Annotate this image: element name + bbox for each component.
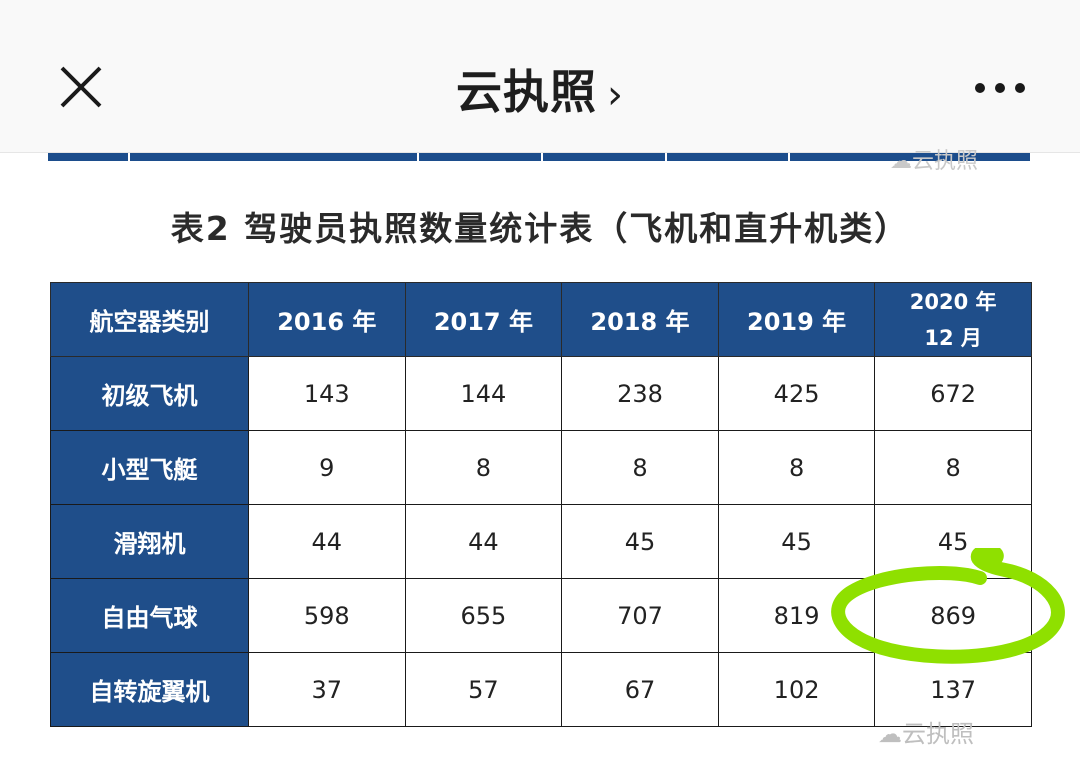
table-cell: 37 <box>248 652 406 727</box>
wechat-icon: ☁ <box>878 720 902 748</box>
table-cell: 102 <box>717 652 876 727</box>
table-cell: 9 <box>248 430 406 505</box>
license-stats-table: 航空器类别 2016 年 2017 年 2018 年 2019 年 2020 年… <box>50 282 1032 727</box>
header-category: 航空器类别 <box>50 282 249 357</box>
table-cell-highlighted: 869 <box>874 578 1032 653</box>
table-cell: 8 <box>404 430 563 505</box>
table-cell: 144 <box>404 356 563 431</box>
header-2016: 2016 年 <box>248 282 406 357</box>
table-row: 初级飞机 143 144 238 425 672 <box>50 356 1032 431</box>
table-cell: 8 <box>874 430 1032 505</box>
watermark-top: ☁云执照 <box>890 149 979 174</box>
table-row: 小型飞艇 9 8 8 8 8 <box>50 430 1032 505</box>
table-cell: 44 <box>248 504 406 579</box>
table-cell: 672 <box>874 356 1032 431</box>
table-cell: 707 <box>561 578 719 653</box>
header-2017: 2017 年 <box>404 282 563 357</box>
header-2019: 2019 年 <box>717 282 876 357</box>
top-nav-bar: 云执照 › <box>0 0 1080 153</box>
table-cell: 8 <box>561 430 719 505</box>
table-row: 自由气球 598 655 707 819 869 <box>50 578 1032 653</box>
more-options-icon[interactable] <box>966 70 1034 106</box>
table-row: 自转旋翼机 37 57 67 102 137 <box>50 652 1032 727</box>
table-cell: 143 <box>248 356 406 431</box>
table-cell: 238 <box>561 356 719 431</box>
header-2020-dec: 2020 年 12 月 <box>874 282 1032 357</box>
header-2020-month: 12 月 <box>924 325 982 350</box>
table-cell: 45 <box>561 504 719 579</box>
row-label: 小型飞艇 <box>50 430 249 505</box>
table-cell: 45 <box>874 504 1032 579</box>
table-cell: 45 <box>717 504 876 579</box>
account-title-link[interactable]: 云执照 › <box>0 56 1080 122</box>
account-name: 云执照 <box>456 65 597 119</box>
watermark-bottom: ☁云执照 <box>878 720 974 748</box>
table-cell: 44 <box>404 504 563 579</box>
row-label: 初级飞机 <box>50 356 249 431</box>
row-label: 滑翔机 <box>50 504 249 579</box>
table-cell: 57 <box>404 652 563 727</box>
header-2020-year: 2020 年 <box>909 289 997 314</box>
table-cell: 425 <box>717 356 876 431</box>
table-header-row: 航空器类别 2016 年 2017 年 2018 年 2019 年 2020 年… <box>50 282 1032 357</box>
table-row: 滑翔机 44 44 45 45 45 <box>50 504 1032 579</box>
wechat-icon: ☁ <box>890 149 912 174</box>
table-cell: 8 <box>717 430 876 505</box>
table-cell: 598 <box>248 578 406 653</box>
previous-table-edge <box>48 152 1030 161</box>
header-2018: 2018 年 <box>561 282 719 357</box>
table-cell: 655 <box>404 578 563 653</box>
table-cell: 67 <box>561 652 719 727</box>
table-cell: 137 <box>874 652 1032 727</box>
table-caption: 表2 驾驶员执照数量统计表（飞机和直升机类） <box>170 209 910 248</box>
chevron-right-icon: › <box>607 72 624 118</box>
row-label: 自转旋翼机 <box>50 652 249 727</box>
close-icon[interactable] <box>56 62 106 112</box>
row-label: 自由气球 <box>50 578 249 653</box>
table-cell: 819 <box>717 578 876 653</box>
